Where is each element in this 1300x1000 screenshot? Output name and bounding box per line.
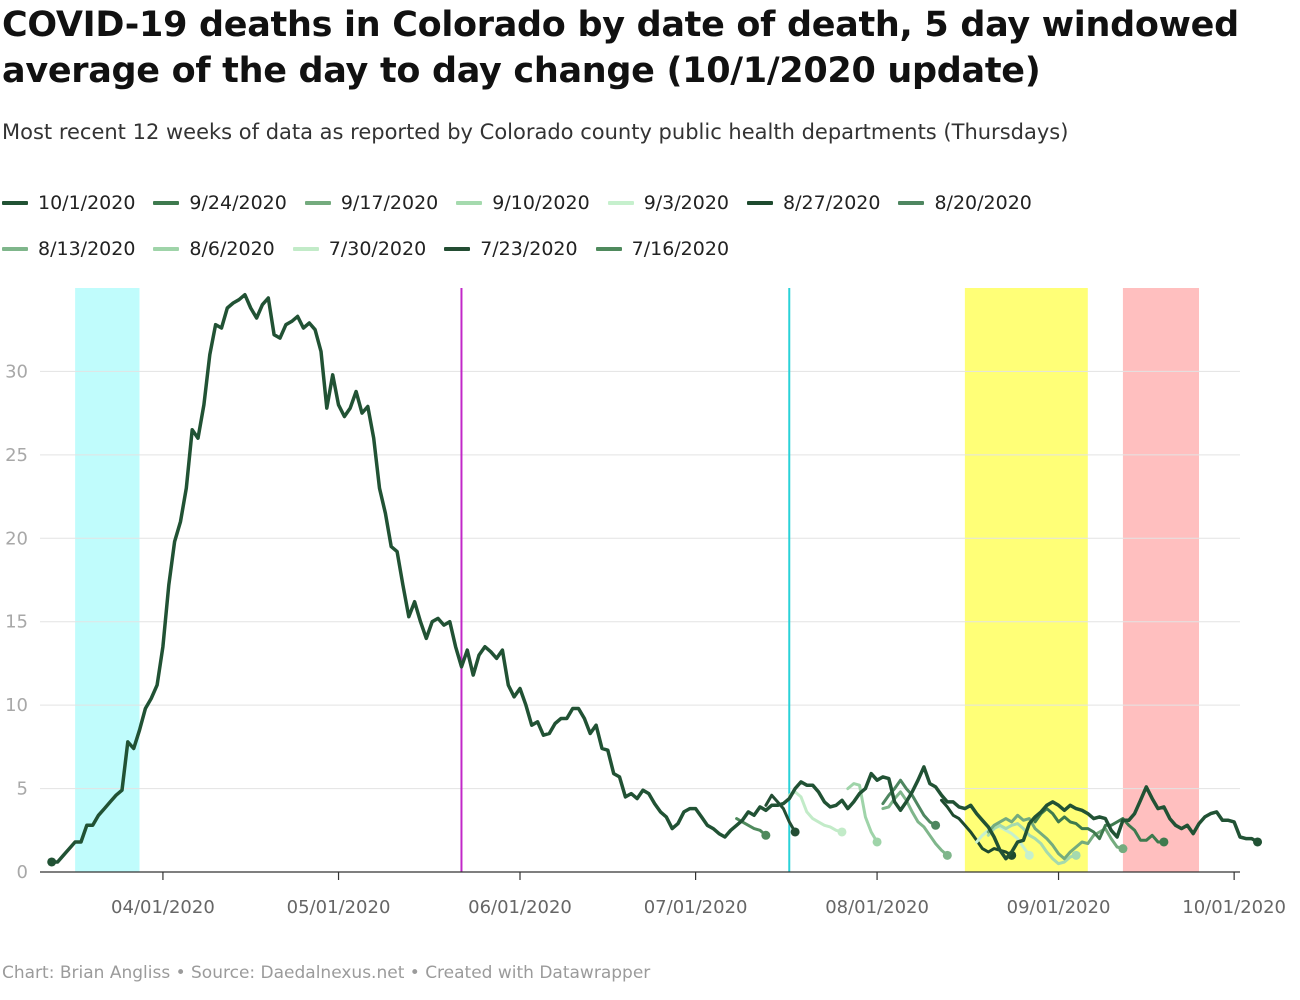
series-startpoint-10/1/2020	[47, 857, 57, 867]
legend-item: 7/30/2020	[292, 238, 427, 260]
y-tick-label: 0	[17, 862, 28, 883]
series-line-8/6/2020	[846, 782, 879, 844]
legend-swatch	[444, 247, 471, 251]
series-line-9/10/2020	[986, 822, 1078, 866]
x-tick-label: 07/01/2020	[644, 897, 748, 918]
chart-subtitle: Most recent 12 weeks of data as reported…	[2, 120, 1069, 144]
series-endpoint-8/6/2020	[872, 837, 882, 847]
y-tick-label: 15	[5, 612, 28, 633]
legend-label: 8/20/2020	[934, 192, 1032, 214]
series-endpoint-7/16/2020	[761, 830, 771, 840]
series-endpoint-8/13/2020	[942, 850, 952, 860]
legend-item: 9/17/2020	[304, 192, 439, 214]
legend-label: 8/27/2020	[783, 192, 881, 214]
legend-label: 9/3/2020	[643, 192, 730, 214]
chart-area: 0 5 10 15 20 25 30 04/01/2020 05/01/2020 06/01/20…	[0, 280, 1300, 945]
legend-swatch	[2, 247, 28, 251]
y-tick-label: 20	[5, 528, 28, 549]
legend-swatch	[304, 201, 331, 205]
legend-row: 10/1/2020 9/24/2020 9/17/2020 9/10/2020 9/3/…	[2, 180, 1102, 226]
series-line-9/17/2020	[986, 813, 1125, 861]
series-endpoint-9/24/2020	[1159, 837, 1169, 847]
chart-footer: Chart: Brian Angliss • Source: Daedalnex…	[2, 963, 651, 983]
series-endpoint-9/10/2020	[1071, 850, 1081, 860]
series-endpoint-9/17/2020	[1118, 844, 1128, 854]
legend-item: 8/27/2020	[747, 192, 880, 214]
x-tick-label: 05/01/2020	[287, 897, 391, 918]
legend-label: 9/24/2020	[189, 192, 287, 214]
series-endpoint-9/3/2020	[1024, 850, 1034, 860]
series-line-9/24/2020	[1033, 807, 1166, 844]
legend-swatch	[153, 247, 180, 251]
series-endpoint-7/30/2020	[837, 827, 847, 837]
legend-swatch	[2, 201, 28, 205]
legend-item: 7/23/2020	[444, 238, 578, 260]
legend-label: 7/30/2020	[328, 238, 427, 260]
legend-item: 7/16/2020	[595, 238, 730, 260]
legend-label: 10/1/2020	[38, 192, 136, 214]
x-tick-label: 06/01/2020	[468, 897, 572, 918]
legend-item: 8/6/2020	[153, 238, 275, 260]
series-endpoint-8/20/2020	[931, 820, 941, 830]
legend-item: 9/10/2020	[456, 192, 590, 214]
legend-swatch	[153, 201, 180, 205]
line-chart: 0 5 10 15 20 25 30 04/01/2020 05/01/2020 06/01/20…	[5, 288, 1286, 918]
y-tick-label: 10	[5, 695, 28, 716]
highlight-band-3	[1122, 288, 1200, 872]
legend-item: 9/3/2020	[607, 192, 730, 214]
legend-item: 10/1/2020	[2, 192, 135, 214]
y-tick-label: 5	[17, 779, 28, 800]
legend-swatch	[456, 201, 483, 205]
x-tick-label: 04/01/2020	[111, 897, 215, 918]
x-tick-label: 09/01/2020	[1007, 897, 1111, 918]
legend-swatch	[595, 247, 622, 251]
x-tick-label: 10/01/2020	[1182, 897, 1286, 918]
y-tick-label: 25	[5, 445, 28, 466]
legend-item: 9/24/2020	[153, 192, 287, 214]
legend-swatch	[607, 201, 634, 205]
series-line-7/30/2020	[787, 790, 844, 834]
legend-item: 8/20/2020	[898, 192, 1032, 214]
legend: 10/1/2020 9/24/2020 9/17/2020 9/10/2020 9/3/…	[2, 180, 1102, 272]
legend-swatch	[747, 201, 774, 205]
series-endpoint-7/23/2020	[790, 827, 800, 837]
series-line-10/1/2020	[49, 292, 1260, 864]
x-tick-label: 08/01/2020	[825, 897, 929, 918]
y-tick-label: 30	[5, 361, 28, 382]
highlight-band-1	[75, 288, 140, 872]
legend-swatch	[898, 201, 925, 205]
legend-label: 7/23/2020	[480, 238, 578, 260]
highlight-band-2	[964, 288, 1088, 872]
legend-label: 9/17/2020	[340, 192, 439, 214]
series-endpoint-10/1/2020	[1253, 837, 1263, 847]
series-line-7/23/2020	[764, 793, 797, 834]
chart-title: COVID-19 deaths in Colorado by date of d…	[2, 5, 1239, 91]
legend-label: 8/6/2020	[189, 238, 275, 260]
legend-label: 7/16/2020	[631, 238, 730, 260]
legend-label: 9/10/2020	[492, 192, 590, 214]
legend-swatch	[292, 247, 319, 251]
legend-label: 8/13/2020	[38, 238, 136, 260]
legend-item: 8/13/2020	[2, 238, 135, 260]
legend-row: 8/13/2020 8/6/2020 7/30/2020 7/23/2020 7/16/…	[2, 226, 1102, 272]
